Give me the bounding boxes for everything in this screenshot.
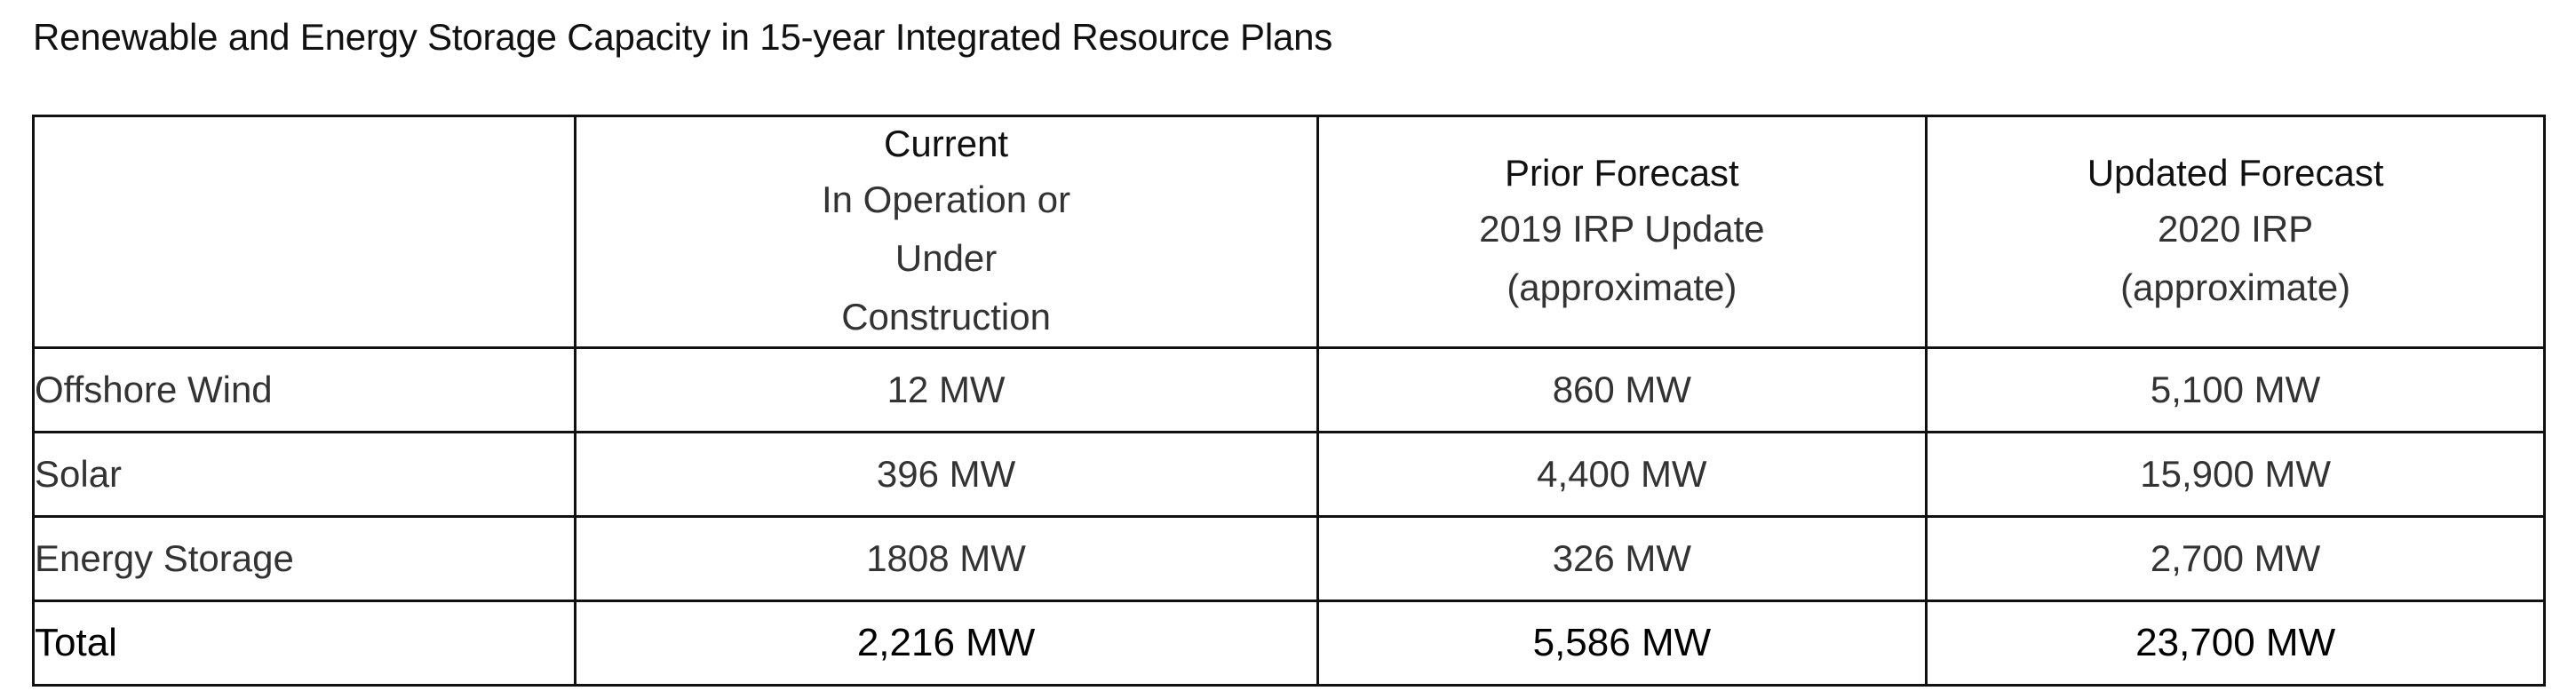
- cell-solar-current: 396 MW: [573, 431, 1319, 518]
- cell-offshore-wind-current: 12 MW: [573, 346, 1319, 433]
- header-title-current: Current: [884, 123, 1009, 164]
- cell-energy-storage-prior: 326 MW: [1316, 515, 1928, 602]
- header-cell-current: Current In Operation or Under Constructi…: [573, 115, 1319, 349]
- header-cell-empty: [32, 115, 576, 349]
- row-label-solar: Solar: [32, 431, 576, 518]
- cell-total-current: 2,216 MW: [573, 600, 1319, 687]
- table-title: Renewable and Energy Storage Capacity in…: [33, 16, 1333, 58]
- row-label-energy-storage: Energy Storage: [32, 515, 576, 602]
- header-cell-updated: Updated Forecast 2020 IRP (approximate): [1925, 115, 2546, 349]
- row-label-offshore-wind: Offshore Wind: [32, 346, 576, 433]
- cell-offshore-wind-prior: 860 MW: [1316, 346, 1928, 433]
- capacity-table: Current In Operation or Under Constructi…: [32, 115, 2546, 687]
- cell-total-prior: 5,586 MW: [1316, 600, 1928, 687]
- row-label-total: Total: [32, 600, 576, 687]
- cell-offshore-wind-updated: 5,100 MW: [1925, 346, 2546, 433]
- table-row: Solar 396 MW 4,400 MW 15,900 MW: [32, 431, 2546, 518]
- header-sub-prior: 2019 IRP Update (approximate): [1479, 208, 1765, 308]
- table-row: Offshore Wind 12 MW 860 MW 5,100 MW: [32, 346, 2546, 433]
- cell-solar-updated: 15,900 MW: [1925, 431, 2546, 518]
- header-cell-prior: Prior Forecast 2019 IRP Update (approxim…: [1316, 115, 1928, 349]
- table-row: Energy Storage 1808 MW 326 MW 2,700 MW: [32, 515, 2546, 602]
- table-header-row: Current In Operation or Under Constructi…: [32, 115, 2546, 349]
- header-sub-current: In Operation or Under Construction: [821, 179, 1071, 338]
- cell-solar-prior: 4,400 MW: [1316, 431, 1928, 518]
- header-sub-updated: 2020 IRP (approximate): [2120, 208, 2351, 308]
- header-title-updated: Updated Forecast: [2087, 152, 2384, 194]
- table-total-row: Total 2,216 MW 5,586 MW 23,700 MW: [32, 600, 2546, 687]
- cell-energy-storage-updated: 2,700 MW: [1925, 515, 2546, 602]
- header-title-prior: Prior Forecast: [1505, 152, 1739, 194]
- cell-total-updated: 23,700 MW: [1925, 600, 2546, 687]
- cell-energy-storage-current: 1808 MW: [573, 515, 1319, 602]
